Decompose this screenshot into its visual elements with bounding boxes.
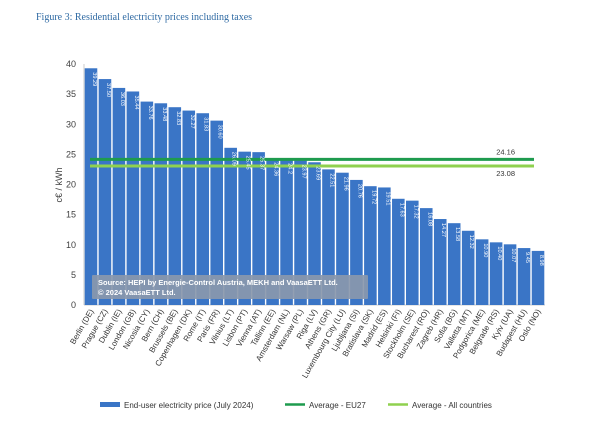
bar-value-label: 12.32	[468, 235, 474, 249]
y-tick-label: 0	[71, 300, 76, 310]
y-tick-label: 15	[66, 210, 76, 220]
average-value-label: 24.16	[496, 147, 515, 156]
bar	[531, 250, 545, 305]
y-tick-label: 5	[71, 270, 76, 280]
bar	[98, 79, 112, 305]
bar-value-label: 10.90	[482, 243, 488, 257]
bar	[433, 219, 447, 305]
bar	[517, 248, 531, 305]
bar	[447, 223, 461, 305]
bar-value-label: 32.83	[175, 111, 181, 125]
y-tick-label: 20	[66, 180, 76, 190]
legend: End-user electricity price (July 2024) Av…	[100, 401, 492, 410]
average-value-label: 23.08	[496, 169, 515, 178]
bar-value-label: 19.51	[384, 191, 390, 205]
bar-value-label: 21.96	[342, 177, 348, 191]
bar-value-label: 37.50	[105, 83, 111, 97]
source-box: Source: HEPI by Energie-Control Austria,…	[92, 275, 368, 299]
bar-value-label: 33.48	[161, 107, 167, 121]
bar-value-label: 25.37	[259, 156, 265, 170]
bar	[378, 187, 391, 305]
bar-value-label: 20.76	[356, 184, 362, 198]
bar	[112, 87, 126, 305]
bar-value-label: 30.60	[217, 125, 223, 139]
y-axis-ticks: 0 5 10 15 20 25 30 35 40	[66, 59, 76, 310]
bar	[168, 107, 182, 305]
bar	[461, 230, 475, 305]
legend-label: End-user electricity price (July 2024)	[124, 401, 254, 410]
bar-value-label: 33.76	[147, 106, 153, 120]
bar	[126, 91, 140, 305]
y-tick-label: 40	[66, 59, 76, 69]
y-tick-label: 35	[66, 89, 76, 99]
y-tick-label: 30	[66, 119, 76, 129]
bar-value-label: 10.07	[510, 248, 516, 262]
bar-value-label: 25.45	[245, 156, 251, 170]
legend-label: Average - EU27	[309, 401, 366, 410]
bar-value-label: 26.09	[231, 152, 237, 166]
bar	[140, 101, 154, 305]
bar-value-label: 23.97	[301, 165, 307, 179]
bar-value-label: 24.2	[287, 163, 293, 174]
bar-value-label: 23.69	[315, 166, 321, 180]
bar-value-label: 17.63	[398, 203, 404, 217]
bar-value-label: 13.58	[454, 227, 460, 241]
bar-value-label: 9.45	[524, 252, 530, 263]
source-line-2: © 2024 VaasaETT Ltd.	[98, 288, 176, 297]
legend-label: Average - All countries	[412, 401, 492, 410]
y-tick-label: 10	[66, 240, 76, 250]
bar-value-label: 14.27	[440, 223, 446, 237]
bar	[84, 68, 98, 306]
y-tick-label: 25	[66, 149, 76, 159]
bar-value-label: 35.44	[133, 95, 139, 109]
bar-value-label: 10.40	[496, 246, 502, 260]
bar-value-label: 31.83	[203, 117, 209, 131]
legend-swatch	[100, 402, 120, 407]
bar	[196, 113, 210, 306]
bar	[350, 179, 363, 305]
bar	[154, 103, 168, 306]
bar	[322, 169, 335, 305]
bar	[294, 160, 307, 305]
bar-value-label: 39.29	[91, 72, 97, 86]
bar-value-label: 24.36	[273, 162, 279, 176]
bar	[419, 208, 433, 305]
bar-value-label: 32.27	[189, 115, 195, 129]
bar	[266, 158, 279, 305]
bar	[252, 152, 265, 305]
bar	[392, 198, 405, 305]
bar	[503, 244, 517, 305]
bar-value-label: 17.32	[412, 205, 418, 219]
y-axis-label: c€ / kWh	[54, 167, 64, 202]
average-lines: 24.16 23.08	[90, 147, 534, 178]
figure-title: Figure 3: Residential electricity prices…	[36, 12, 253, 23]
bar-value-label: 19.72	[370, 190, 376, 204]
bar	[280, 159, 293, 305]
bar	[475, 239, 489, 305]
source-line-1: Source: HEPI by Energie-Control Austria,…	[98, 278, 338, 287]
bar	[224, 147, 237, 305]
bar-value-label: 8.98	[538, 255, 544, 266]
bar-value-label: 16.08	[426, 212, 432, 226]
bar	[238, 151, 251, 305]
bar	[308, 162, 321, 305]
category-labels: Berlin (DE)Prague (CZ)Dublin (IE)London …	[68, 307, 543, 380]
bar-value-label: 36.03	[119, 92, 125, 106]
bars-group	[84, 68, 545, 306]
bar	[336, 172, 349, 305]
bar	[489, 242, 503, 305]
bar	[406, 200, 419, 305]
bar-data-labels: 39.29 37.50 36.03 35.44 33.76 33.48 32.83 32.27…	[91, 72, 544, 266]
bar-value-label: 22.51	[328, 173, 334, 187]
